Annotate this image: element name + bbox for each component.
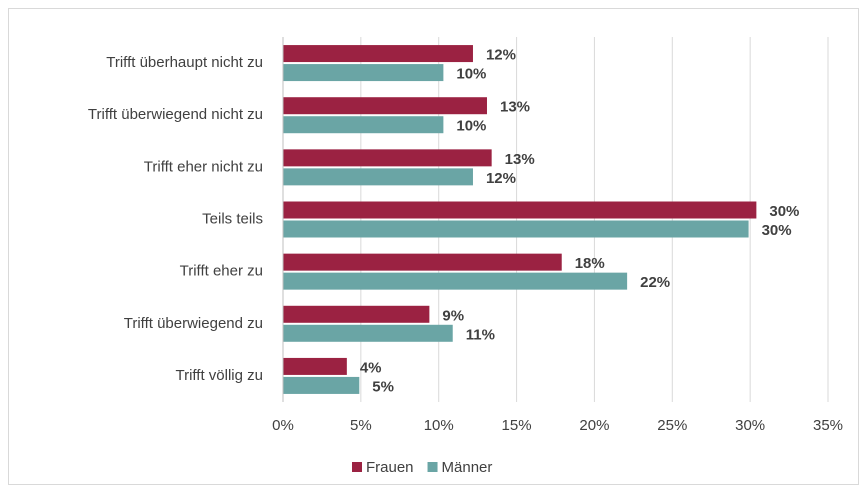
bar	[283, 45, 473, 63]
y-tick-label: Trifft überwiegend nicht zu	[88, 106, 263, 123]
bar	[283, 305, 430, 323]
x-tick-label: 15%	[502, 417, 532, 434]
bar	[283, 253, 562, 271]
x-tick-label: 20%	[579, 417, 609, 434]
bar	[283, 357, 347, 375]
value-label: 11%	[466, 326, 495, 343]
x-tick-label: 35%	[813, 417, 843, 434]
bar	[283, 64, 444, 82]
bar	[283, 116, 444, 134]
value-label: 4%	[360, 359, 382, 376]
bar	[283, 324, 453, 342]
x-tick-label: 0%	[272, 417, 294, 434]
value-label: 12%	[486, 47, 516, 64]
value-label: 9%	[442, 307, 464, 324]
x-tick-label: 10%	[424, 417, 454, 434]
value-label: 12%	[486, 170, 516, 187]
legend-swatch	[352, 462, 362, 472]
bar	[283, 201, 757, 219]
value-label: 10%	[456, 118, 486, 135]
bar	[283, 220, 749, 238]
value-label: 30%	[769, 203, 799, 220]
legend-swatch	[427, 462, 438, 472]
y-tick-label: Trifft überwiegend zu	[124, 315, 263, 332]
y-tick-label: Trifft völlig zu	[175, 367, 263, 384]
legend-label: Männer	[442, 459, 493, 476]
y-tick-label: Trifft eher zu	[180, 263, 263, 280]
y-tick-label: Trifft eher nicht zu	[144, 158, 263, 175]
bar	[283, 149, 492, 167]
value-label: 13%	[500, 99, 530, 116]
bar	[283, 168, 473, 186]
value-label: 30%	[762, 222, 792, 239]
bar	[283, 272, 628, 290]
bar	[283, 376, 360, 394]
legend-label: Frauen	[366, 459, 414, 476]
value-label: 10%	[456, 66, 486, 83]
value-label: 13%	[505, 151, 535, 168]
value-label: 18%	[575, 255, 605, 272]
y-tick-label: Trifft überhaupt nicht zu	[106, 54, 263, 71]
value-label: 5%	[372, 378, 394, 395]
x-tick-label: 5%	[350, 417, 372, 434]
x-tick-label: 30%	[735, 417, 765, 434]
value-label: 22%	[640, 274, 670, 291]
chart-border	[8, 8, 859, 485]
bar	[283, 97, 487, 115]
x-tick-label: 25%	[657, 417, 687, 434]
y-tick-label: Teils teils	[202, 210, 263, 227]
